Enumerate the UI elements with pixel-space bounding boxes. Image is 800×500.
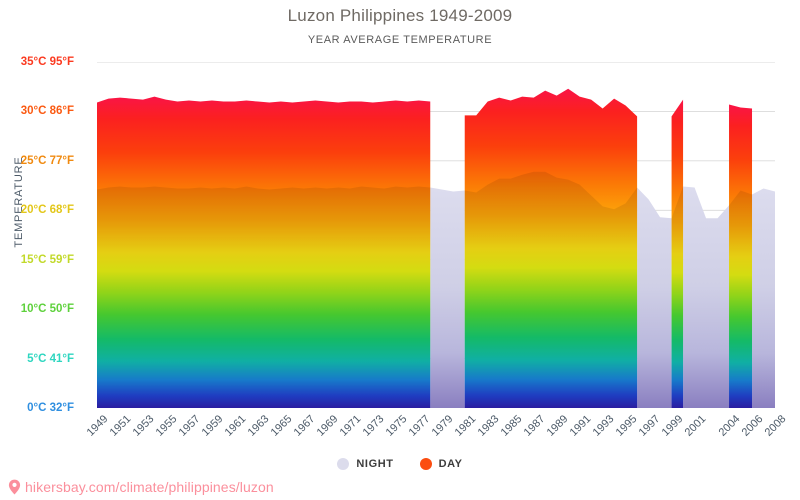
night-only-area xyxy=(637,187,672,408)
legend-item-day[interactable]: DAY xyxy=(419,458,463,470)
y-tick-label: 30°C 86°F xyxy=(20,105,74,118)
night-overlay-area xyxy=(671,186,684,408)
night-only-area xyxy=(752,188,775,408)
night-overlay-area xyxy=(97,186,431,408)
series-areas xyxy=(97,88,775,408)
page-title: Luzon Philippines 1949-2009 xyxy=(287,6,513,25)
legend-label: NIGHT xyxy=(356,458,394,470)
legend-label: DAY xyxy=(438,458,463,470)
footer-watermark: hikersbay.com/climate/philippines/luzon xyxy=(8,479,274,495)
night-only-areas xyxy=(430,186,775,408)
day-area xyxy=(671,99,684,408)
day-area xyxy=(464,88,638,408)
night-overlay-areas xyxy=(97,171,753,408)
legend: NIGHT DAY xyxy=(0,458,800,470)
plot-area xyxy=(97,62,775,408)
footer-url: hikersbay.com/climate/philippines/luzon xyxy=(25,479,274,495)
night-overlay-area xyxy=(729,190,753,408)
night-overlay-area xyxy=(464,171,638,408)
night-only-area xyxy=(683,186,730,408)
legend-swatch-night-icon xyxy=(337,458,350,470)
legend-swatch-day-icon xyxy=(419,458,432,470)
y-tick-label: 15°C 59°F xyxy=(20,253,74,266)
y-tick-label: 5°C 41°F xyxy=(27,352,74,365)
y-tick-label: 25°C 77°F xyxy=(20,154,74,167)
y-tick-label: 0°C 32°F xyxy=(27,402,74,414)
chart-subtitle: YEAR AVERAGE TEMPERATURE xyxy=(307,34,493,46)
night-only-area xyxy=(430,187,465,408)
y-tick-label: 20°C 68°F xyxy=(20,204,74,217)
day-area xyxy=(729,104,753,408)
day-areas xyxy=(97,88,753,408)
y-tick-label: 10°C 50°F xyxy=(20,303,74,316)
legend-item-night[interactable]: NIGHT xyxy=(337,458,393,470)
location-pin-icon xyxy=(8,479,21,495)
day-area xyxy=(97,96,431,408)
y-tick-label: 35°C 95°F xyxy=(20,56,74,68)
